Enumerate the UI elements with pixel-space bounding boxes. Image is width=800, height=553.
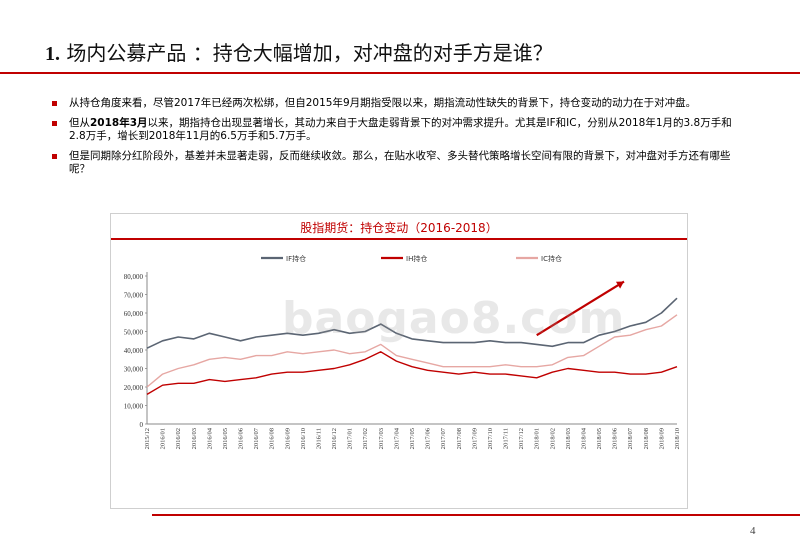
footer-divider xyxy=(152,514,800,516)
x-tick-label: 2017/04 xyxy=(393,427,400,449)
bullet-square-icon xyxy=(52,101,57,106)
y-tick-label: 70,000 xyxy=(124,292,144,300)
x-tick-label: 2017/03 xyxy=(378,428,385,449)
x-tick-label: 2016/08 xyxy=(269,428,276,449)
x-tick-label: 2017/06 xyxy=(425,427,432,449)
x-tick-label: 2017/11 xyxy=(503,428,510,449)
y-tick-label: 60,000 xyxy=(124,310,144,318)
x-tick-label: 2016/09 xyxy=(284,428,291,449)
chart-svg: 80,000 70,000 60,000 50,000 40,000 30,000 20,0… xyxy=(124,254,681,449)
x-tick-label: 2016/04 xyxy=(206,427,213,449)
trend-arrowhead-icon xyxy=(615,281,624,289)
x-tick-label: 2018/08 xyxy=(643,428,650,449)
series-line xyxy=(146,314,678,388)
bullet-item: 但是同期除分红阶段外，基差并未显著走弱，反而继续收敛。那么，在贴水收窄、多头替代… xyxy=(52,150,742,176)
x-tick-label: 2018/04 xyxy=(580,427,587,449)
x-tick-label: 2016/06 xyxy=(238,427,245,449)
bullet-text: 但是同期除分红阶段外，基差并未显著走弱，反而继续收敛。那么，在贴水收窄、多头替代… xyxy=(69,150,731,175)
x-tick-label: 2016/03 xyxy=(191,428,198,449)
bullet-square-icon xyxy=(52,121,57,126)
title-number: 1. xyxy=(45,43,60,65)
y-tick-label: 80,000 xyxy=(124,273,144,281)
chart-title: 股指期货：持仓变动（2016-2018） xyxy=(300,221,498,235)
x-tick-label: 2018/07 xyxy=(627,427,634,449)
bullet-text-bold: 2018年3月 xyxy=(90,117,148,129)
x-tick-label: 2018/10 xyxy=(674,428,681,449)
y-tick-label: 20,000 xyxy=(124,384,144,392)
x-tick-label: 2016/07 xyxy=(253,427,260,449)
legend-label: IH持仓 xyxy=(406,254,427,263)
x-tick-label: 2016/05 xyxy=(222,428,229,449)
series-line xyxy=(146,297,678,349)
series-line xyxy=(146,351,678,396)
title-text: 场内公募产品 ：持仓大幅增加，对冲盘的对手方是谁？ xyxy=(66,41,553,65)
watermark: baogao8.com xyxy=(282,293,626,344)
legend-label: IF持仓 xyxy=(286,254,306,263)
bullet-text-post: 以来，期指持仓出现显著增长，其动力来自于大盘走弱背景下的对冲需求提升。尤其是IF… xyxy=(69,117,732,142)
bullet-item: 从持仓角度来看，尽管2017年已经两次松绑，但自2015年9月期指受限以来，期指… xyxy=(52,97,742,110)
bullet-item: 但从2018年3月以来，期指持仓出现显著增长，其动力来自于大盘走弱背景下的对冲需… xyxy=(52,117,742,143)
x-tick-label: 2018/02 xyxy=(549,428,556,449)
x-tick-label: 2018/03 xyxy=(565,428,572,449)
x-tick-label: 2016/01 xyxy=(160,428,167,449)
y-tick-label: 0 xyxy=(140,421,144,429)
x-tick-label: 2016/12 xyxy=(331,428,338,449)
title-divider xyxy=(0,72,800,74)
x-tick-label: 2016/11 xyxy=(315,428,322,449)
y-tick-label: 50,000 xyxy=(124,329,144,337)
chart-title-divider xyxy=(111,238,687,240)
page-number: 4 xyxy=(750,525,756,537)
chart-container: 股指期货：持仓变动（2016-2018） 80,000 70,000 60,000 5… xyxy=(110,213,688,509)
x-tick-label: 2017/05 xyxy=(409,428,416,449)
x-tick-label: 2018/06 xyxy=(612,427,619,449)
trend-arrow-icon xyxy=(536,280,625,337)
y-tick-label: 30,000 xyxy=(124,366,144,374)
x-tick-label: 2017/12 xyxy=(518,428,525,449)
x-tick-label: 2017/10 xyxy=(487,428,494,449)
x-tick-label: 2018/01 xyxy=(534,428,541,449)
x-tick-label: 2017/09 xyxy=(471,428,478,449)
x-tick-label: 2018/05 xyxy=(596,428,603,449)
x-tick-label: 2017/02 xyxy=(362,428,369,449)
bullet-list: 从持仓角度来看，尽管2017年已经两次松绑，但自2015年9月期指受限以来，期指… xyxy=(52,97,742,183)
x-tick-label: 2017/07 xyxy=(440,427,447,449)
y-tick-label: 10,000 xyxy=(124,403,144,411)
x-tick-label: 2018/09 xyxy=(658,428,665,449)
x-tick-label: 2016/02 xyxy=(175,428,182,449)
x-tick-label: 2017/08 xyxy=(456,428,463,449)
bullet-square-icon xyxy=(52,154,57,159)
bullet-text-pre: 但从 xyxy=(69,117,90,129)
x-tick-label: 2016/10 xyxy=(300,428,307,449)
y-tick-label: 40,000 xyxy=(124,347,144,355)
legend-label: IC持仓 xyxy=(541,254,562,263)
x-tick-label: 2017/01 xyxy=(347,428,354,449)
slide-title: 1. 场内公募产品 ：持仓大幅增加，对冲盘的对手方是谁？ xyxy=(45,37,553,66)
x-tick-label: 2015/12 xyxy=(144,428,151,449)
bullet-text: 从持仓角度来看，尽管2017年已经两次松绑，但自2015年9月期指受限以来，期指… xyxy=(69,97,697,109)
